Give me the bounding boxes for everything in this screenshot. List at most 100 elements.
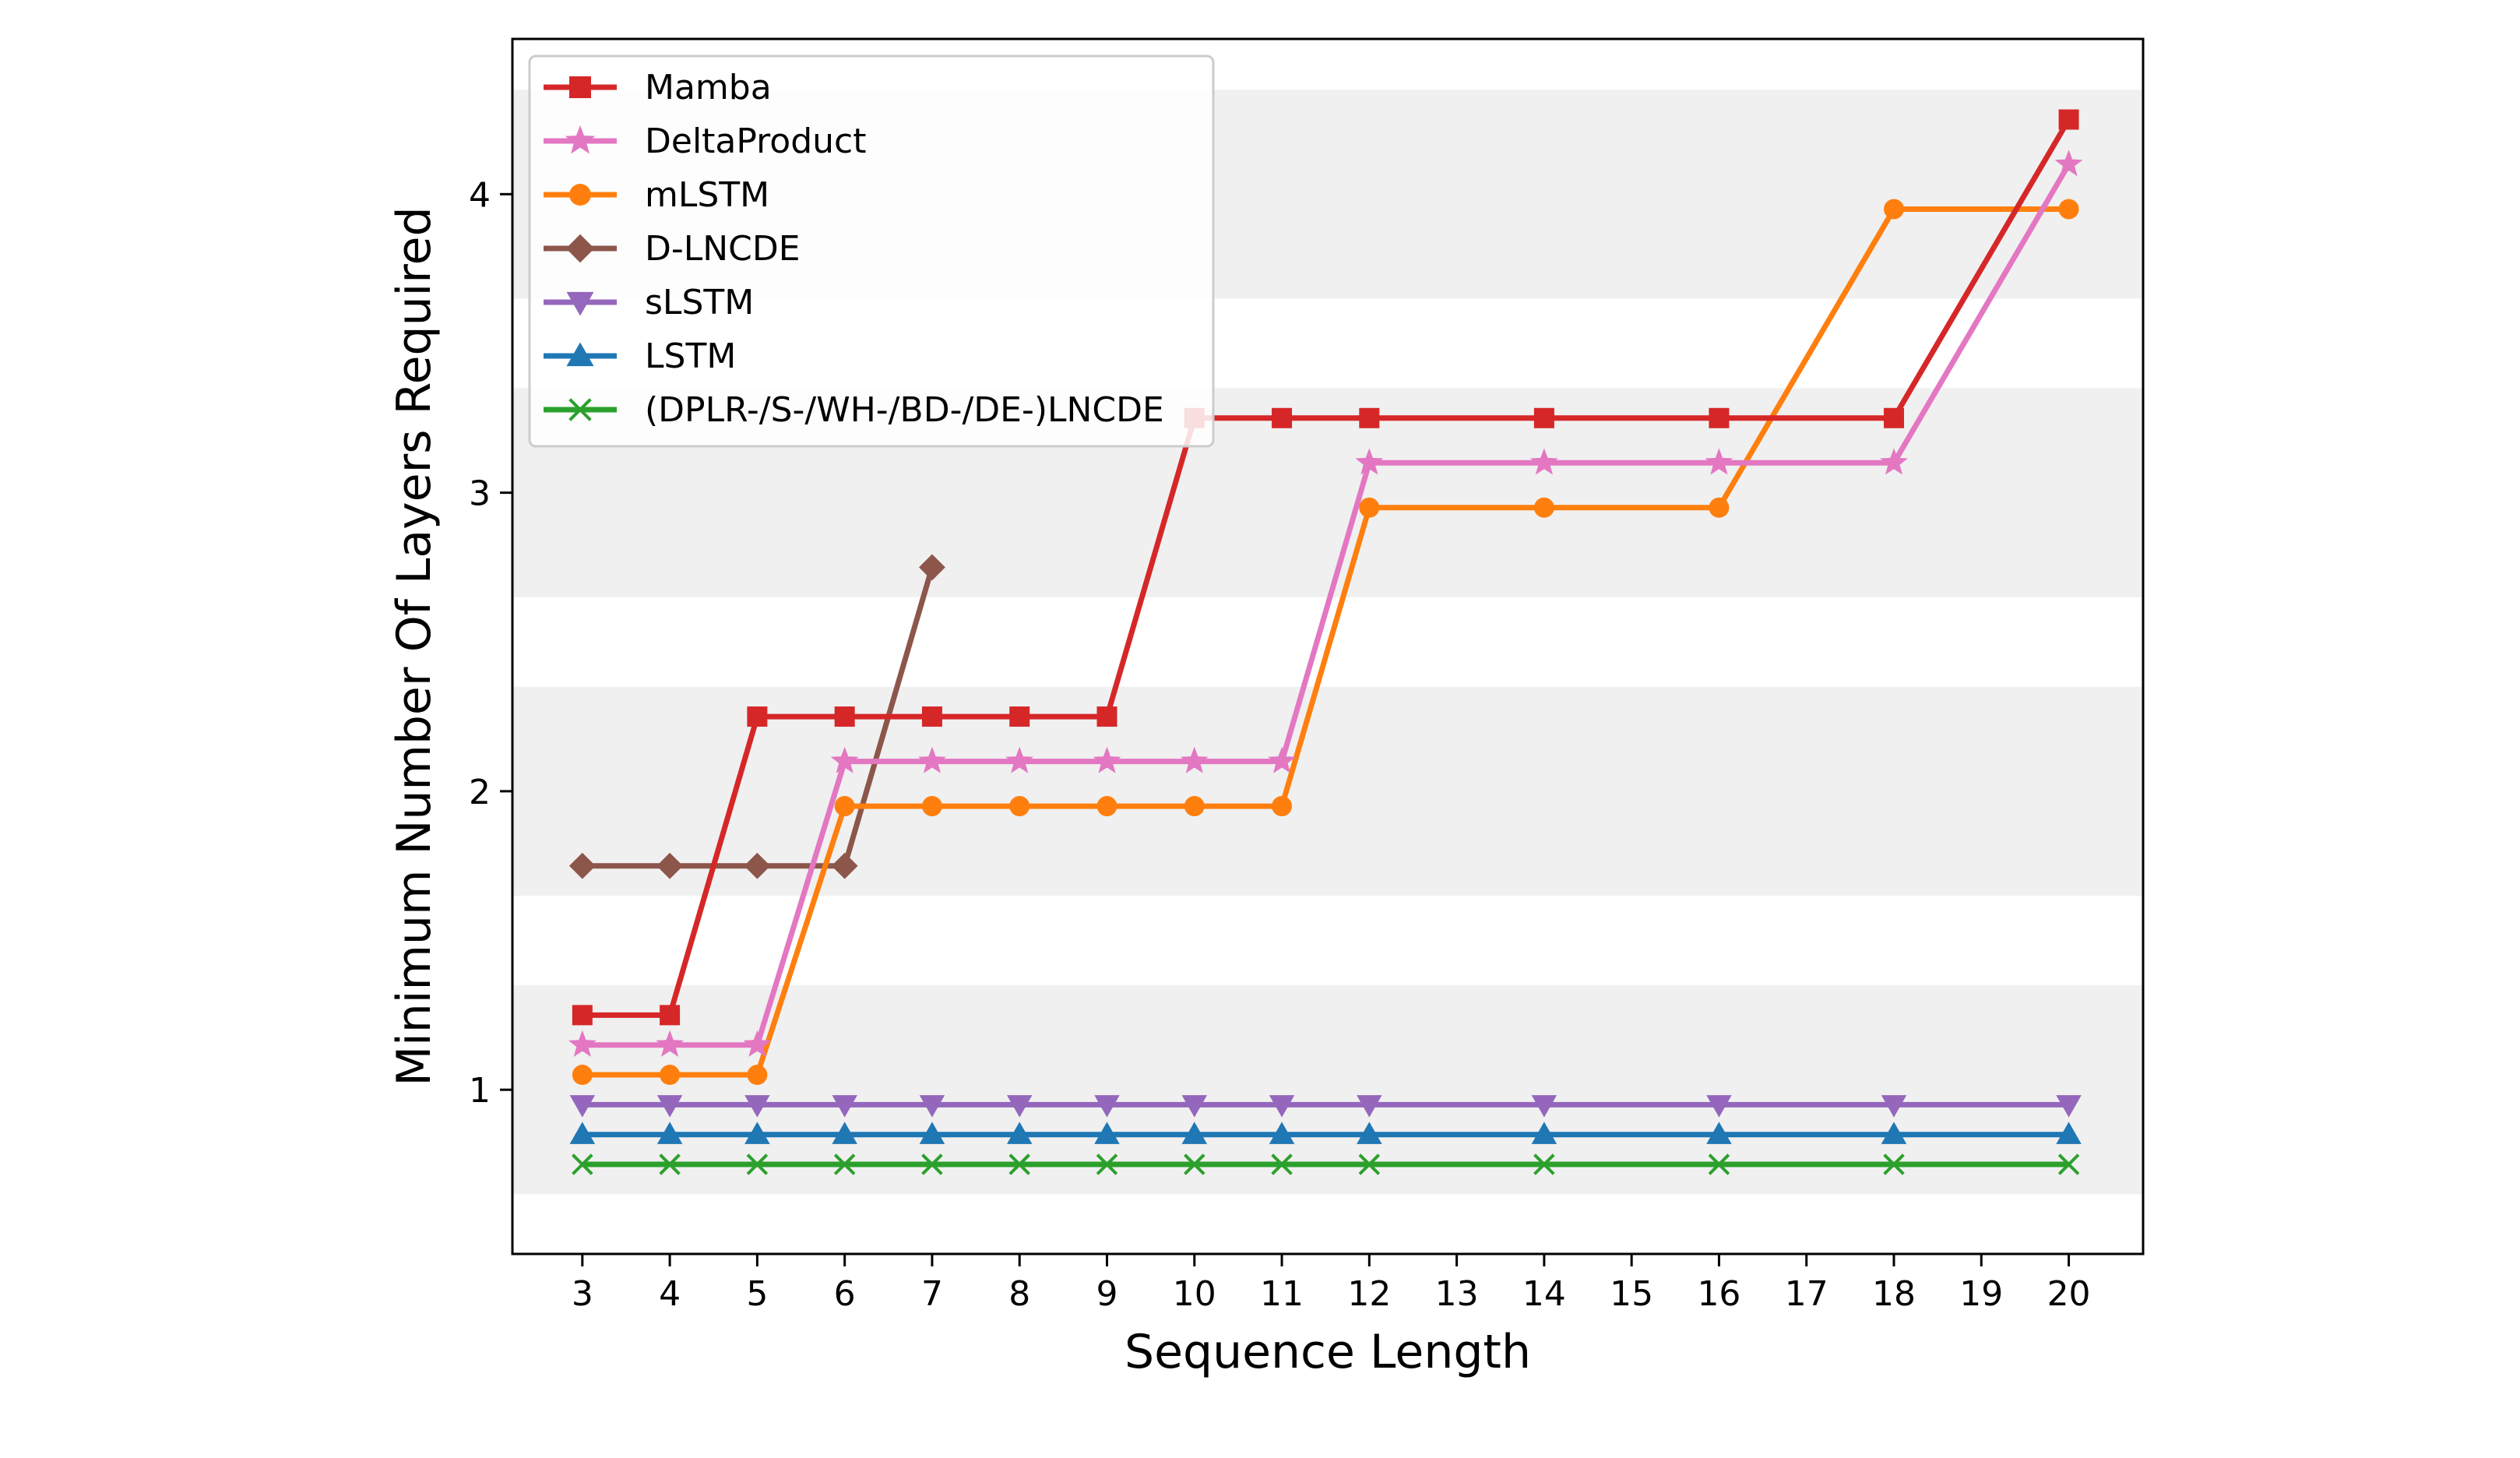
- data-point-mlstm-7: [921, 796, 942, 817]
- legend-box: [528, 55, 1215, 448]
- legend-marker-deltaproduct: [565, 125, 596, 154]
- legend-marker-d-lncde: [565, 234, 595, 263]
- data-point-dplr-s-wh-bd-de-lncde-4: [659, 1153, 681, 1175]
- legend-item-dplr-s-wh-bd-de-lncde: (DPLR-/S-/WH-/BD-/DE-)LNCDE: [544, 390, 1164, 430]
- data-point-lstm-6: [832, 1122, 857, 1144]
- legend-marker-dplr-s-wh-bd-de-lncde: [568, 398, 592, 421]
- legend: Mamba DeltaProduct mLSTM D-LNCDE sLSTM LSTM (D…: [528, 55, 1215, 448]
- data-point-mlstm-14: [1533, 497, 1554, 518]
- x-tick-label: 11: [1260, 1274, 1304, 1314]
- data-point-mamba-7: [921, 706, 942, 727]
- data-point-dplr-s-wh-bd-de-lncde-7: [921, 1153, 943, 1175]
- data-point-dplr-s-wh-bd-de-lncde-6: [833, 1153, 856, 1175]
- data-point-slstm-16: [1706, 1095, 1732, 1118]
- x-tick-label: 19: [1959, 1274, 2003, 1314]
- data-point-d-lncde-3: [568, 852, 596, 879]
- y-tick-label: 3: [469, 474, 491, 514]
- data-point-mamba-8: [1009, 706, 1030, 727]
- data-point-lstm-3: [569, 1122, 596, 1144]
- data-point-dplr-s-wh-bd-de-lncde-5: [746, 1153, 769, 1175]
- legend-item-slstm: sLSTM: [544, 283, 754, 322]
- data-point-slstm-4: [656, 1095, 683, 1118]
- legend-item-deltaproduct: DeltaProduct: [544, 122, 866, 161]
- data-point-slstm-11: [1269, 1095, 1295, 1118]
- x-tick-label: 15: [1610, 1274, 1653, 1314]
- data-point-slstm-3: [569, 1095, 596, 1118]
- data-point-lstm-12: [1357, 1122, 1382, 1144]
- data-point-mlstm-16: [1709, 497, 1730, 518]
- data-point-mlstm-20: [2058, 199, 2079, 220]
- x-tick-label: 18: [1872, 1274, 1916, 1314]
- x-tick-label: 14: [1522, 1274, 1566, 1314]
- data-point-d-lncde-5: [744, 852, 771, 879]
- data-point-lstm-9: [1094, 1122, 1120, 1144]
- series-d-lncde: [568, 554, 945, 879]
- x-tick-label: 17: [1785, 1274, 1828, 1314]
- data-point-deltaproduct-16: [1705, 448, 1733, 475]
- data-point-mlstm-12: [1359, 497, 1380, 518]
- data-point-mlstm-9: [1096, 796, 1117, 817]
- data-point-mlstm-11: [1272, 796, 1293, 817]
- data-point-dplr-s-wh-bd-de-lncde-9: [1096, 1153, 1118, 1175]
- data-point-deltaproduct-8: [1005, 746, 1034, 773]
- data-point-dplr-s-wh-bd-de-lncde-20: [2057, 1153, 2080, 1175]
- data-point-mamba-20: [2058, 109, 2079, 130]
- x-tick-label: 10: [1173, 1274, 1216, 1314]
- x-tick-label: 13: [1435, 1274, 1479, 1314]
- legend-item-lstm: LSTM: [544, 336, 736, 376]
- legend-marker-mamba: [569, 76, 591, 98]
- series-lstm: [569, 1122, 2082, 1144]
- data-point-lstm-16: [1706, 1122, 1732, 1144]
- data-point-slstm-18: [1881, 1095, 1907, 1118]
- data-point-deltaproduct-4: [656, 1030, 684, 1057]
- data-point-slstm-10: [1181, 1095, 1208, 1118]
- x-tick-label: 5: [746, 1274, 768, 1314]
- data-point-deltaproduct-11: [1268, 746, 1296, 773]
- data-point-mamba-18: [1884, 407, 1905, 428]
- data-point-lstm-7: [919, 1122, 945, 1144]
- legend-label-mlstm: mLSTM: [645, 175, 769, 215]
- series-layer: [568, 109, 2083, 1175]
- x-tick-label: 12: [1347, 1274, 1391, 1314]
- data-point-mamba-9: [1096, 706, 1117, 727]
- data-point-deltaproduct-6: [830, 746, 859, 773]
- legend-item-d-lncde: D-LNCDE: [544, 229, 801, 269]
- data-point-lstm-10: [1181, 1122, 1208, 1144]
- x-tick-label: 9: [1096, 1274, 1117, 1314]
- x-tick-label: 20: [2047, 1274, 2091, 1314]
- data-point-deltaproduct-20: [2054, 150, 2083, 177]
- data-point-slstm-6: [832, 1095, 857, 1118]
- series-slstm: [569, 1095, 2082, 1118]
- data-point-slstm-12: [1357, 1095, 1382, 1118]
- legend-label-d-lncde: D-LNCDE: [645, 229, 801, 269]
- series-line-deltaproduct: [582, 163, 2071, 1048]
- y-tick-label: 1: [469, 1071, 491, 1111]
- background-band-2: [512, 686, 2143, 896]
- y-axis-ticks: 1 2 3 4: [469, 175, 512, 1111]
- data-point-mamba-6: [834, 706, 855, 727]
- data-point-lstm-8: [1006, 1122, 1033, 1144]
- background-band-1: [512, 985, 2143, 1195]
- data-point-lstm-18: [1881, 1122, 1907, 1144]
- data-point-d-lncde-7: [919, 554, 945, 581]
- legend-label-dplr-s-wh-bd-de-lncde: (DPLR-/S-/WH-/BD-/DE-)LNCDE: [645, 390, 1164, 430]
- data-point-d-lncde-4: [656, 852, 684, 879]
- data-point-lstm-11: [1269, 1122, 1295, 1144]
- data-point-dplr-s-wh-bd-de-lncde-18: [1883, 1153, 1905, 1175]
- data-point-mamba-5: [747, 706, 768, 727]
- data-point-mamba-16: [1709, 407, 1730, 428]
- data-point-dplr-s-wh-bd-de-lncde-12: [1358, 1153, 1381, 1175]
- data-point-dplr-s-wh-bd-de-lncde-14: [1533, 1153, 1555, 1175]
- x-tick-label: 8: [1008, 1274, 1030, 1314]
- data-point-slstm-20: [2056, 1095, 2082, 1118]
- data-point-mlstm-8: [1009, 796, 1030, 817]
- series-mlstm: [572, 199, 2079, 1086]
- plot-frame: [511, 37, 2145, 1256]
- data-point-lstm-5: [744, 1122, 770, 1144]
- data-point-deltaproduct-3: [568, 1030, 597, 1057]
- data-point-deltaproduct-12: [1355, 448, 1384, 475]
- data-point-mlstm-5: [747, 1065, 768, 1086]
- legend-item-mamba: Mamba: [544, 68, 772, 107]
- data-point-mlstm-10: [1184, 796, 1205, 817]
